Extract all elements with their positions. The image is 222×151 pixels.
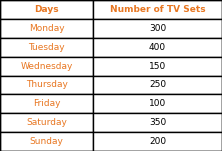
Bar bbox=[0, 38, 93, 57]
Bar bbox=[93, 38, 222, 57]
Bar bbox=[0, 113, 93, 132]
Text: 300: 300 bbox=[149, 24, 166, 33]
Text: Wednesday: Wednesday bbox=[20, 62, 73, 71]
Text: 350: 350 bbox=[149, 118, 166, 127]
Bar bbox=[0, 0, 93, 19]
Bar bbox=[0, 19, 93, 38]
Bar bbox=[0, 76, 93, 94]
Bar bbox=[93, 0, 222, 19]
Text: 100: 100 bbox=[149, 99, 166, 108]
Bar bbox=[93, 113, 222, 132]
Bar bbox=[93, 94, 222, 113]
Text: Monday: Monday bbox=[29, 24, 64, 33]
Text: Number of TV Sets: Number of TV Sets bbox=[110, 5, 205, 14]
Bar bbox=[0, 94, 93, 113]
Bar bbox=[0, 57, 93, 76]
Bar bbox=[93, 76, 222, 94]
Text: 400: 400 bbox=[149, 43, 166, 52]
Text: 150: 150 bbox=[149, 62, 166, 71]
Bar bbox=[0, 132, 93, 151]
Text: 250: 250 bbox=[149, 80, 166, 89]
Bar bbox=[93, 57, 222, 76]
Text: Days: Days bbox=[34, 5, 59, 14]
Text: 200: 200 bbox=[149, 137, 166, 146]
Text: Thursday: Thursday bbox=[26, 80, 67, 89]
Bar bbox=[93, 132, 222, 151]
Text: Friday: Friday bbox=[33, 99, 60, 108]
Text: Saturday: Saturday bbox=[26, 118, 67, 127]
Text: Sunday: Sunday bbox=[30, 137, 63, 146]
Bar bbox=[93, 19, 222, 38]
Text: Tuesday: Tuesday bbox=[28, 43, 65, 52]
